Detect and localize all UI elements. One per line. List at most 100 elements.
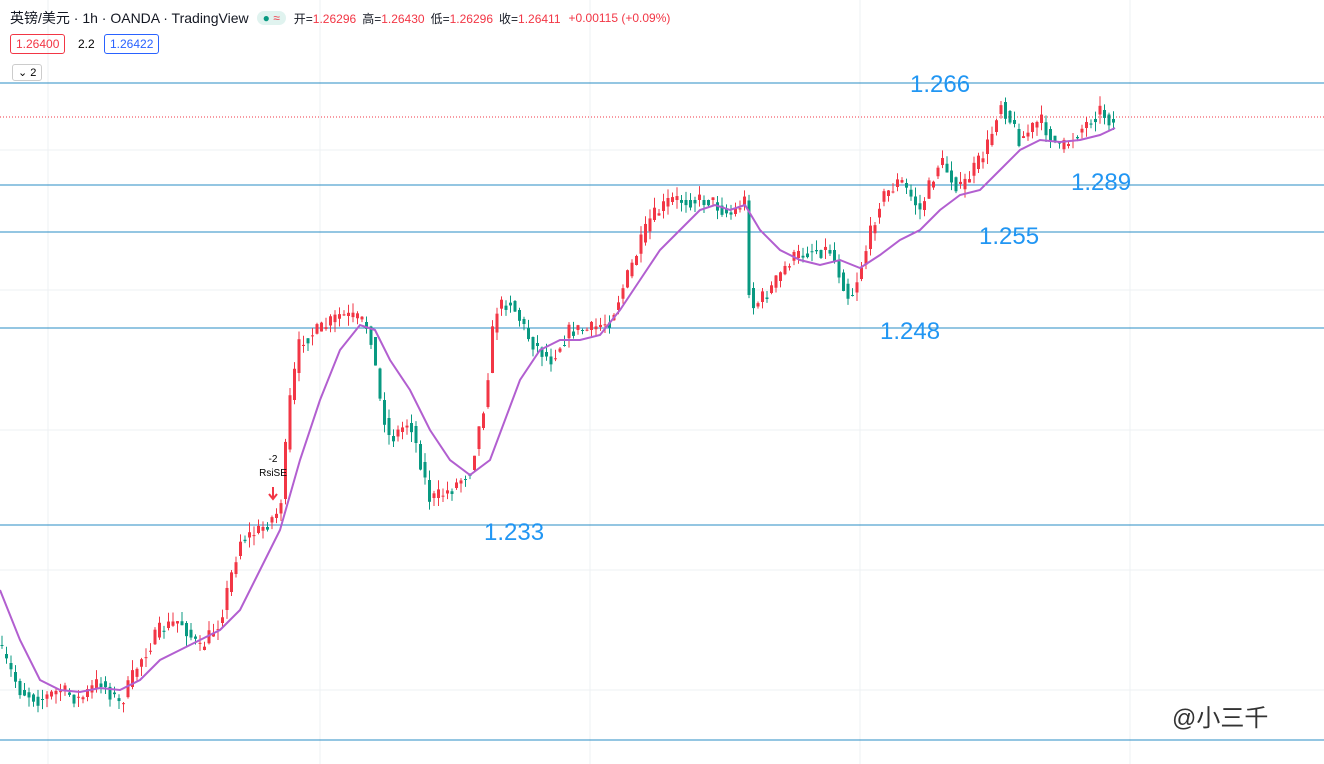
candle-body	[572, 331, 575, 336]
candle-body	[810, 251, 814, 253]
header: 英镑/美元 · 1h · OANDA · TradingView ● ≈ 开=1…	[10, 8, 670, 28]
candle-body	[1040, 114, 1043, 123]
indicators-toggle[interactable]: ⌄ 2	[12, 64, 43, 81]
candle-body	[392, 436, 395, 442]
candle-body	[662, 201, 665, 211]
candle-body	[405, 425, 409, 428]
candle-body	[365, 322, 368, 329]
level-label: 1.289	[1071, 169, 1131, 196]
candle-body	[729, 212, 733, 215]
candle-body	[477, 426, 481, 449]
candle-body	[239, 541, 242, 556]
candle-body	[590, 321, 593, 330]
candle-body	[738, 208, 742, 210]
ohlc-value: 1.26296	[312, 11, 357, 26]
buy-price[interactable]: 1.26422	[104, 34, 160, 54]
candle-body	[513, 301, 517, 312]
candle-body	[374, 337, 377, 366]
candle-body	[873, 225, 877, 234]
candle-body	[59, 691, 62, 693]
candle-body	[945, 163, 949, 173]
candle-body	[626, 270, 629, 288]
candle-body	[869, 225, 872, 249]
candle-body	[635, 255, 638, 265]
candle-body	[576, 325, 580, 330]
candle-body	[50, 691, 53, 697]
candle-body	[216, 629, 220, 631]
candle-body	[158, 622, 161, 638]
candle-body	[725, 209, 728, 214]
candle-body	[432, 493, 436, 498]
candle-body	[378, 368, 382, 399]
candle-body	[689, 200, 692, 208]
candle-body	[630, 262, 634, 277]
candle-body	[968, 179, 971, 183]
candle-body	[801, 255, 805, 258]
watermark: @小三千	[1172, 705, 1268, 732]
candle-body	[671, 197, 674, 202]
candle-body	[756, 303, 760, 307]
candle-body	[140, 659, 143, 667]
candle-body	[185, 623, 188, 637]
candle-body	[455, 482, 458, 488]
candle-body	[234, 562, 238, 574]
candle-body	[275, 513, 278, 518]
candle-body	[23, 690, 26, 696]
candle-body	[761, 291, 764, 302]
candle-body	[1053, 135, 1057, 142]
signal-arrow	[268, 487, 278, 501]
candle-body	[995, 120, 998, 132]
candle-body	[144, 657, 148, 659]
candle-body	[680, 200, 683, 203]
candle-body	[783, 265, 787, 275]
candle-body	[257, 525, 260, 533]
candle-body	[95, 679, 98, 688]
signal-value: -2	[269, 454, 278, 465]
ohlc-value: 1.26430	[381, 11, 425, 26]
candle-body	[320, 322, 323, 332]
candle-body	[113, 692, 116, 695]
candle-body	[927, 180, 931, 199]
candle-body	[531, 337, 535, 350]
candle-body	[1098, 105, 1102, 115]
candle-body	[1076, 137, 1079, 139]
candle-body	[383, 400, 386, 425]
candle-body	[414, 426, 418, 444]
candle-body	[608, 322, 611, 328]
sell-price[interactable]: 1.26400	[10, 34, 66, 54]
candle-body	[1112, 119, 1115, 123]
candle-body	[279, 503, 283, 514]
candle-body	[306, 338, 310, 344]
candle-body	[86, 689, 89, 697]
candle-body	[68, 692, 71, 695]
candle-body	[621, 288, 625, 299]
candle-body	[932, 181, 935, 188]
candle-body	[441, 495, 445, 497]
candle-body	[351, 312, 355, 318]
candle-body	[536, 343, 539, 347]
candle-body	[266, 527, 269, 530]
candle-body	[270, 517, 274, 523]
candle-body	[918, 203, 922, 210]
candle-body	[617, 302, 620, 310]
candle-body	[486, 380, 490, 407]
candle-body	[450, 491, 454, 494]
candle-body	[248, 532, 251, 538]
candle-body	[959, 181, 962, 184]
indicators-count: 2	[30, 67, 37, 79]
candle-body	[356, 313, 359, 319]
candle-body	[666, 197, 670, 207]
candle-body	[819, 250, 823, 258]
candle-body	[315, 324, 319, 334]
level-label: 1.255	[979, 223, 1039, 250]
candle-body	[198, 642, 202, 644]
candle-body	[797, 250, 800, 258]
candle-body	[986, 139, 989, 154]
candle-body	[923, 201, 926, 210]
candle-body	[302, 344, 305, 346]
candle-body	[563, 345, 566, 346]
ohlc-item: 开=1.26296	[294, 10, 356, 27]
candle-body	[900, 180, 904, 183]
candle-body	[36, 696, 40, 706]
candle-body	[131, 670, 134, 687]
